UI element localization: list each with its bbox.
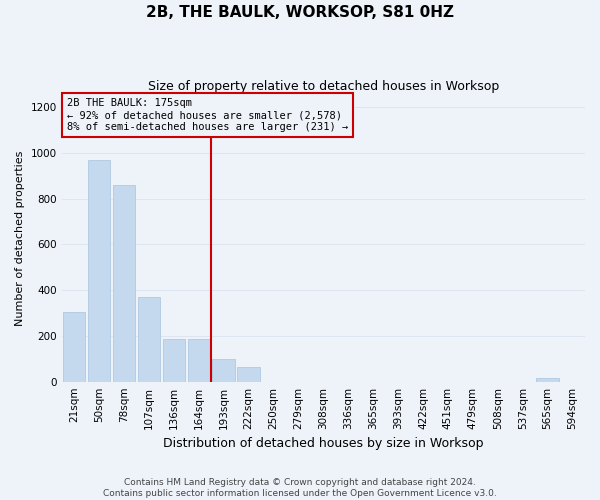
Bar [63,312,85,382]
Bar [212,359,235,382]
Text: Contains HM Land Registry data © Crown copyright and database right 2024.
Contai: Contains HM Land Registry data © Crown c… [103,478,497,498]
Bar [238,367,260,382]
Text: 2B, THE BAULK, WORKSOP, S81 0HZ: 2B, THE BAULK, WORKSOP, S81 0HZ [146,5,454,20]
Bar [163,340,185,382]
Title: Size of property relative to detached houses in Worksop: Size of property relative to detached ho… [148,80,499,93]
Bar [188,340,210,382]
Text: 2B THE BAULK: 175sqm
← 92% of detached houses are smaller (2,578)
8% of semi-det: 2B THE BAULK: 175sqm ← 92% of detached h… [67,98,348,132]
Bar [113,185,135,382]
Bar [536,378,559,382]
X-axis label: Distribution of detached houses by size in Worksop: Distribution of detached houses by size … [163,437,484,450]
Bar [88,160,110,382]
Y-axis label: Number of detached properties: Number of detached properties [15,151,25,326]
Bar [137,297,160,382]
